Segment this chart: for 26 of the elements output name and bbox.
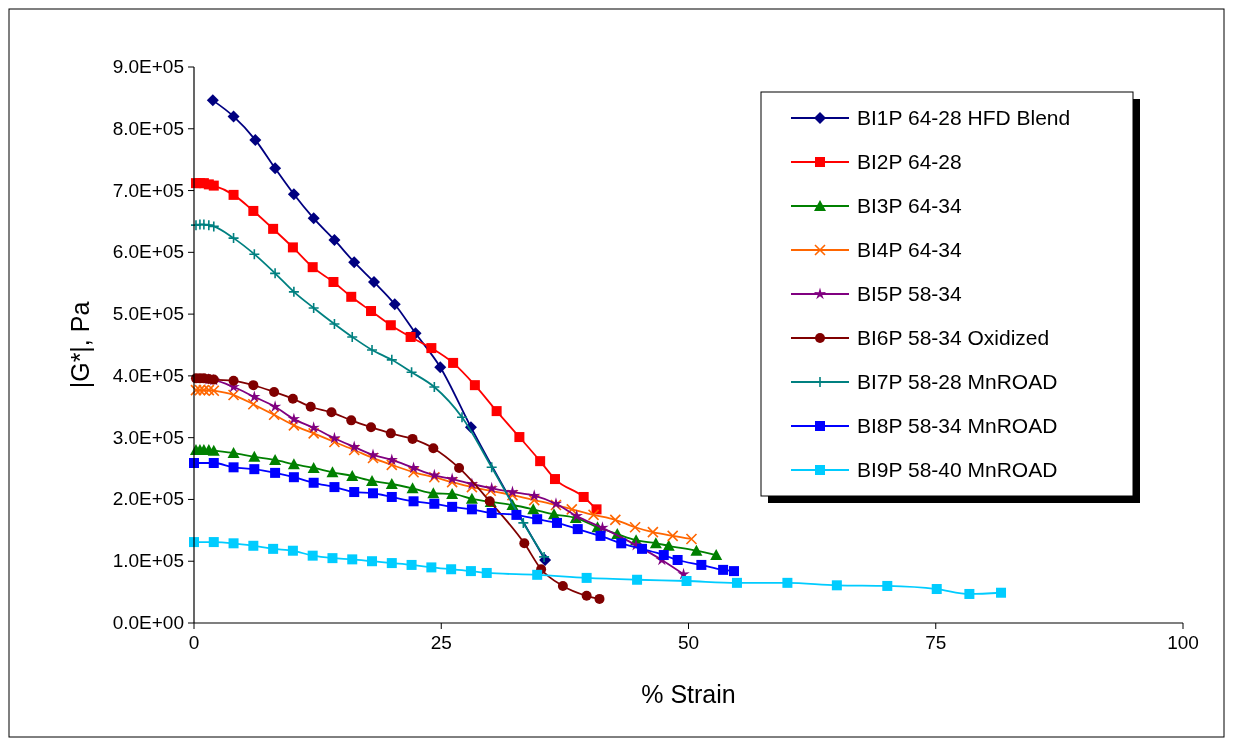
x-tick-label: 0 <box>188 632 200 653</box>
legend-label: BI8P 58-34 MnROAD <box>857 414 1058 437</box>
x-tick-label: 75 <box>925 632 947 653</box>
legend-label: BI1P 64-28 HFD Blend <box>857 106 1071 129</box>
legend-label: BI2P 64-28 <box>857 150 962 173</box>
y-tick-label: 9.0E+05 <box>112 56 184 77</box>
legend-label: BI4P 64-34 <box>857 238 963 261</box>
y-tick-label: 3.0E+05 <box>112 426 184 448</box>
legend-label: BI5P 58-34 <box>857 282 963 305</box>
y-tick-label: 7.0E+05 <box>112 179 184 201</box>
legend-label: BI7P 58-28 MnROAD <box>857 370 1058 393</box>
y-tick-label: 1.0E+05 <box>112 550 184 572</box>
y-tick-label: 2.0E+05 <box>112 488 184 510</box>
x-tick-label: 25 <box>430 632 452 653</box>
y-tick-label: 6.0E+05 <box>112 241 184 263</box>
x-axis-title: % Strain <box>641 680 736 708</box>
x-tick-label: 50 <box>677 632 700 653</box>
legend-label: BI6P 58-34 Oxidized <box>857 326 1050 349</box>
y-tick-label: 8.0E+05 <box>112 117 184 139</box>
y-axis-title: |G*|, Pa <box>66 301 94 389</box>
y-tick-label: 4.0E+05 <box>112 364 184 386</box>
legend-label: BI3P 64-34 <box>857 194 963 217</box>
y-tick-label: 0.0E+00 <box>112 612 184 633</box>
y-tick-label: 5.0E+05 <box>112 303 184 325</box>
x-tick-label: 100 <box>1167 632 1199 653</box>
legend-label: BI9P 58-40 MnROAD <box>857 458 1058 481</box>
